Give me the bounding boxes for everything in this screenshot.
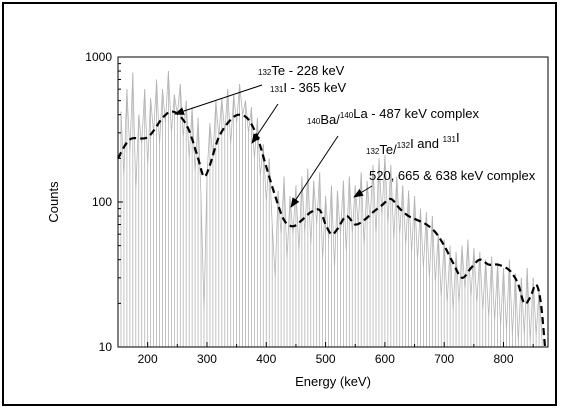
y-tick-label: 1000 <box>85 50 112 64</box>
x-tick-label: 800 <box>494 352 514 366</box>
x-axis-title: Energy (keV) <box>295 374 371 389</box>
ticks-layer: 200 300 400 500 600 700 800 10 100 1000 <box>85 50 534 366</box>
raw-spectrum-line <box>120 71 543 342</box>
x-tick-label: 300 <box>197 352 217 366</box>
x-tick-label: 400 <box>256 352 276 366</box>
raw-spectrum-layer <box>120 71 543 347</box>
annotation-label: 132Te - 228 keV <box>258 63 345 78</box>
annotation-arrow <box>251 103 279 144</box>
annotation-arrow <box>290 135 339 208</box>
y-tick-label: 10 <box>99 340 113 354</box>
annotation-arrow <box>174 84 263 115</box>
x-tick-label: 500 <box>316 352 336 366</box>
annotation-arrow <box>353 185 373 198</box>
x-tick-label: 600 <box>375 352 395 366</box>
y-axis-title: Counts <box>46 181 61 223</box>
annotations-layer: 132Te - 228 keV 131I - 365 keV 140Ba/140La… <box>174 63 536 208</box>
y-tick-label: 100 <box>92 195 112 209</box>
x-tick-label: 700 <box>434 352 454 366</box>
figure-frame <box>2 2 557 406</box>
annotation-label: 140Ba/140La - 487 keV complex <box>307 106 479 127</box>
annotation-label: 520, 665 & 638 keV complex <box>369 168 536 183</box>
annotation-label: 132Te/132I and 131I <box>366 130 460 157</box>
annotation-label: 131I - 365 keV <box>270 80 347 95</box>
x-tick-label: 200 <box>138 352 158 366</box>
